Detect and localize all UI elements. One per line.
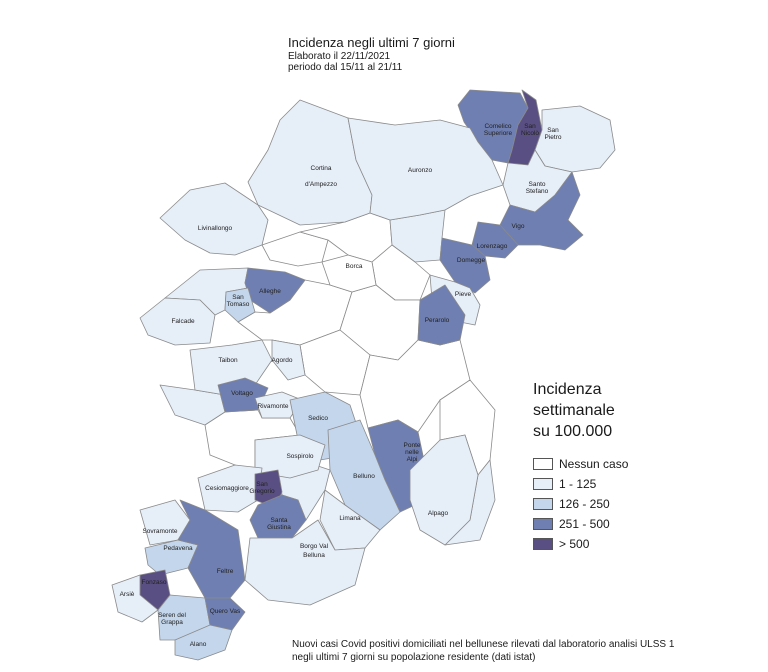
- municipality-label: Giustina: [267, 524, 291, 531]
- legend-title-line: Incidenza: [533, 381, 602, 398]
- municipality-label: San: [547, 127, 559, 134]
- municipality-perarolo: [417, 284, 466, 346]
- legend-swatch: [533, 498, 553, 511]
- municipality-label: Santo: [529, 181, 546, 188]
- legend-title: Incidenza settimanale su 100.000: [533, 380, 628, 442]
- municipality-label: Vigo: [512, 223, 525, 230]
- municipality-label: Pedavena: [163, 545, 193, 552]
- municipality-label: Ponte: [404, 442, 421, 449]
- municipality-label: Superiore: [484, 130, 513, 137]
- municipality-vigo: [499, 171, 584, 251]
- municipality-label: Rivamonte: [257, 403, 288, 410]
- municipality-san-pietro: [534, 105, 616, 173]
- legend-item-1-125: 1 - 125: [533, 474, 628, 494]
- municipality-label: Belluno: [353, 473, 375, 480]
- municipality-alano: [174, 624, 233, 661]
- municipality-alpago: [409, 434, 479, 546]
- municipality-agordo: [271, 339, 306, 381]
- legend-title-line: su 100.000: [533, 422, 613, 440]
- map-regions: [111, 89, 616, 661]
- municipality-label: Agordo: [272, 357, 293, 364]
- municipality-alleghe: [244, 267, 306, 314]
- legend-swatch: [533, 538, 553, 551]
- municipality-label: Alpago: [428, 510, 449, 517]
- municipality-label: Voltago: [231, 390, 253, 397]
- municipality-label: Quero Vas: [210, 608, 241, 615]
- municipality-label: Comelico: [484, 123, 511, 130]
- municipality-label: Alano: [190, 641, 207, 648]
- municipality-label: Cortina: [311, 165, 332, 172]
- municipality-label: Cesiomaggiore: [205, 485, 249, 492]
- municipality-label: Nicolò: [521, 130, 539, 137]
- legend-swatch: [533, 478, 553, 491]
- municipality-borca: [321, 254, 377, 293]
- map-header: Incidenza negli ultimi 7 giorni Elaborat…: [288, 35, 455, 74]
- municipality-label: Perarolo: [425, 317, 450, 324]
- municipality-san-tomaso: [224, 287, 256, 323]
- map-title: Incidenza negli ultimi 7 giorni: [288, 35, 455, 50]
- municipality-santa-giustina: [249, 494, 307, 539]
- municipality-label: Borgo Val: [300, 543, 329, 550]
- municipality-label: San: [256, 481, 268, 488]
- municipality-label: Grappa: [161, 619, 183, 626]
- municipality-label: Falcade: [171, 318, 195, 325]
- municipality-quero-vas: [204, 597, 246, 631]
- municipality-label: Lorenzago: [477, 243, 508, 250]
- municipality-label: Sovramonte: [142, 528, 177, 535]
- municipality-label: Stefano: [526, 188, 549, 195]
- municipality-label: Sospirolo: [286, 453, 313, 460]
- municipality-label: d'Ampezzo: [305, 181, 337, 188]
- legend-item-over-500: > 500: [533, 534, 628, 554]
- municipality-belluno: [327, 419, 401, 531]
- municipality-label: Gregorio: [249, 488, 275, 495]
- legend-label: Nessun caso: [559, 457, 629, 472]
- municipality-label: Alpi: [407, 456, 418, 463]
- municipality-label: Auronzo: [408, 167, 433, 174]
- municipality-borgo-val-belluna: [244, 519, 366, 606]
- municipality-label: Fonzaso: [142, 579, 167, 586]
- municipality-label: Alleghe: [259, 288, 281, 295]
- legend-item-nessun-caso: Nessun caso: [533, 454, 628, 474]
- period-range: periodo dal 15/11 al 21/11: [288, 62, 403, 74]
- municipality-domegge: [439, 237, 491, 294]
- municipality-label: Taibon: [218, 357, 238, 364]
- municipality-label: Santa: [271, 517, 288, 524]
- municipality-label: Belluna: [303, 552, 325, 559]
- municipality-label: nelle: [405, 449, 419, 456]
- legend-label: > 500: [559, 537, 590, 552]
- municipality-label: Pieve: [455, 291, 472, 298]
- municipality-label: Seren del: [158, 612, 186, 619]
- legend-swatch: [533, 458, 553, 471]
- legend: Incidenza settimanale su 100.000 Nessun …: [533, 380, 628, 554]
- legend-swatch: [533, 518, 553, 531]
- municipality-livinallongo: [159, 182, 269, 256]
- legend-label: 126 - 250: [559, 497, 610, 512]
- municipality-label: Borca: [346, 263, 363, 270]
- municipality-label: San: [524, 123, 536, 130]
- municipality-label: Livinallongo: [198, 225, 233, 232]
- municipality-label: Tomaso: [227, 301, 250, 308]
- municipality-label: Domegge: [457, 257, 486, 264]
- municipality-label: Pietro: [545, 134, 562, 141]
- legend-item-251-500: 251 - 500: [533, 514, 628, 534]
- municipality-label: San: [232, 294, 244, 301]
- elaboration-date: Elaborato il 22/11/2021: [288, 50, 391, 62]
- municipality-falcade: [139, 297, 216, 346]
- legend-title-line: settimanale: [533, 401, 615, 419]
- legend-item-126-250: 126 - 250: [533, 494, 628, 514]
- municipality-label: Arsiè: [120, 591, 135, 598]
- legend-label: 251 - 500: [559, 517, 610, 532]
- footnote: Nuovi casi Covid positivi domiciliati ne…: [292, 638, 674, 664]
- municipality-auronzo: [347, 117, 504, 221]
- footnote-line: Nuovi casi Covid positivi domiciliati ne…: [292, 639, 675, 650]
- municipality-label: Limana: [339, 515, 361, 522]
- municipality-label: Sedico: [308, 415, 328, 422]
- legend-label: 1 - 125: [559, 477, 597, 492]
- municipality-label: Feltre: [217, 568, 234, 575]
- footnote-line: negli ultimi 7 giorni su popolazione res…: [292, 652, 536, 663]
